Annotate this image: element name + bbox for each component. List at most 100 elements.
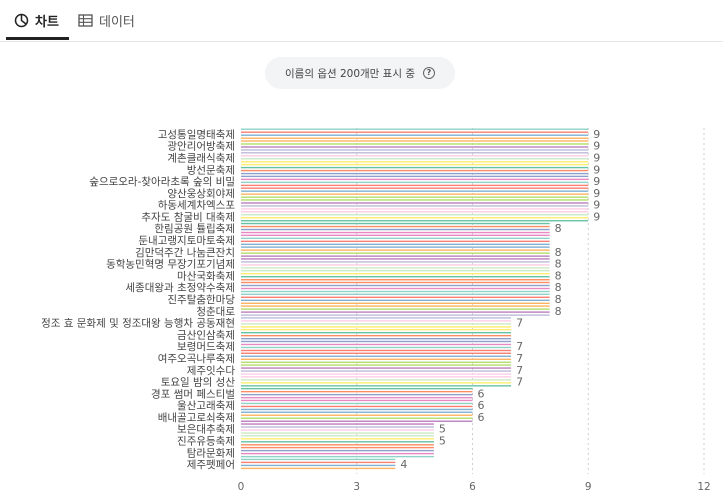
category-label: 양산웅상회야제 [167, 187, 235, 200]
value-label: 4 [400, 458, 407, 471]
bar-segment [241, 252, 550, 254]
bar-segment [241, 161, 589, 163]
bar[interactable] [241, 199, 589, 210]
bar[interactable] [241, 128, 589, 139]
bar-segment [241, 205, 589, 207]
value-label: 8 [555, 258, 562, 271]
bar-segment [241, 199, 589, 201]
bar[interactable] [241, 305, 550, 316]
bar-segment [241, 270, 550, 272]
value-label: 9 [593, 140, 600, 153]
category-label: 진주탈춤한마당 [167, 293, 235, 306]
value-label: 9 [593, 163, 600, 176]
bar-segment [241, 296, 550, 298]
value-label: 7 [516, 364, 523, 377]
bar-segment [241, 364, 512, 366]
bar[interactable] [241, 387, 473, 399]
value-label: 5 [439, 435, 446, 448]
category-label: 방선문축제 [187, 164, 235, 176]
bar-segment [241, 137, 589, 139]
bar-segment [241, 305, 550, 307]
bar[interactable] [241, 352, 512, 363]
bar-segment [241, 246, 550, 248]
bar-segment [241, 390, 473, 393]
bar-segment [241, 385, 512, 387]
x-tick-label: 12 [697, 481, 710, 493]
bar-segment [241, 193, 589, 195]
bar[interactable] [241, 411, 473, 422]
bar-segment [241, 237, 550, 240]
value-label: 8 [555, 222, 562, 235]
bar-segment [241, 184, 589, 187]
value-label: 8 [555, 246, 562, 259]
category-label: 여주오곡나루축제 [158, 353, 235, 365]
bar-segment [241, 379, 512, 381]
bar[interactable] [241, 187, 589, 198]
bar-segment [241, 196, 589, 198]
bar[interactable] [241, 423, 434, 434]
bar-segment [241, 261, 550, 263]
bar-segment [241, 149, 589, 151]
bar[interactable] [241, 399, 473, 411]
notice-text: 이름의 옵션 200개만 표시 중 [285, 67, 415, 80]
bar[interactable] [241, 458, 396, 470]
bar[interactable] [241, 340, 512, 352]
bar-segment [241, 258, 550, 260]
category-label: 토요일 밤의 성산 [161, 376, 236, 389]
value-label: 8 [555, 281, 562, 294]
value-label: 7 [516, 317, 523, 330]
value-label: 6 [478, 387, 485, 400]
category-label: 세종대왕과 초정약수축제 [125, 282, 235, 294]
category-label: 경포 썸머 페스티벌 [151, 387, 235, 400]
bar-segment [241, 175, 589, 178]
bar[interactable] [241, 258, 550, 269]
help-icon[interactable]: ? [423, 67, 435, 79]
bar-segment [241, 405, 473, 408]
bar[interactable] [241, 175, 589, 187]
bar-segment [241, 217, 589, 219]
bar[interactable] [241, 211, 589, 222]
bar-segment [241, 240, 550, 243]
bar-segment [241, 467, 396, 470]
bar-segment [241, 255, 550, 257]
bar[interactable] [241, 222, 550, 234]
bar[interactable] [241, 293, 550, 304]
bar-segment [241, 220, 589, 222]
x-tick-label: 0 [238, 481, 245, 493]
bar-segment [241, 387, 473, 390]
category-label: 계촌클래식축제 [167, 152, 235, 164]
bar-segment [241, 417, 473, 419]
bar-segment [241, 432, 434, 434]
bar[interactable] [241, 281, 550, 293]
bar-segment [241, 128, 589, 130]
bar-segment [241, 382, 512, 384]
bar-segment [241, 426, 434, 428]
bar-segment [241, 446, 434, 449]
bar[interactable] [241, 163, 589, 175]
tab-data[interactable]: 데이터 [78, 0, 135, 40]
bar-segment [241, 441, 434, 443]
tab-chart[interactable]: 차트 [14, 0, 59, 40]
bar[interactable] [241, 376, 512, 387]
bar[interactable] [241, 152, 589, 163]
bar[interactable] [241, 328, 512, 340]
bar[interactable] [241, 446, 434, 458]
category-label: 하동세계차엑스포 [158, 199, 236, 212]
category-label: 울산고래축제 [177, 400, 235, 412]
tab-data-label: 데이터 [99, 14, 135, 30]
bar-segment [241, 169, 589, 172]
bar-segment [241, 314, 550, 316]
bar-segment [241, 287, 550, 290]
bar[interactable] [241, 364, 512, 375]
bar[interactable] [241, 270, 550, 281]
bar[interactable] [241, 435, 434, 446]
bar[interactable] [241, 317, 512, 328]
bar[interactable] [241, 246, 550, 257]
bar[interactable] [241, 140, 589, 151]
bar-segment [241, 358, 512, 360]
bar-segment [241, 308, 550, 310]
bar[interactable] [241, 234, 550, 246]
category-label: 보은대추축제 [177, 424, 235, 436]
bar-segment [241, 281, 550, 284]
